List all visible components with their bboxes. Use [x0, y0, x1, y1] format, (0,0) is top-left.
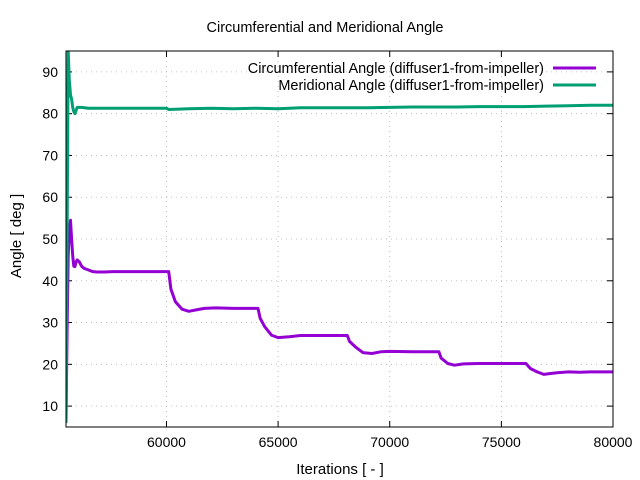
y-axis-label: Angle [ deg ]: [8, 194, 25, 278]
x-axis-ticks: 60000 65000 70000 75000 80000: [147, 51, 633, 450]
y-tick-label: 50: [42, 231, 58, 247]
series-line-2: [66, 51, 613, 423]
y-tick-label: 80: [42, 106, 58, 122]
y-tick-label: 40: [42, 273, 58, 289]
y-tick-label: 70: [42, 147, 58, 163]
series-line-1: [66, 218, 613, 423]
x-tick-label: 65000: [259, 434, 298, 450]
legend: Circumferential Angle (diffuser1-from-im…: [248, 61, 596, 94]
y-tick-label: 20: [42, 356, 58, 372]
y-tick-label: 10: [42, 398, 58, 414]
y-axis-ticks: 10 20 30 40 50 60 70 80 90: [42, 64, 613, 414]
x-tick-label: 70000: [370, 434, 409, 450]
x-tick-label: 80000: [594, 434, 633, 450]
plot-frame: [65, 50, 614, 428]
y-tick-label: 60: [42, 189, 58, 205]
y-tick-label: 30: [42, 315, 58, 331]
chart-title: Circumferential and Meridional Angle: [207, 20, 444, 36]
x-tick-label: 60000: [147, 434, 186, 450]
x-tick-label: 75000: [482, 434, 521, 450]
y-tick-label: 90: [42, 64, 58, 80]
legend-label-1: Circumferential Angle (diffuser1-from-im…: [248, 61, 544, 77]
x-axis-label: Iterations [ - ]: [296, 461, 384, 478]
legend-label-2: Meridional Angle (diffuser1-from-impelle…: [278, 78, 544, 94]
series-lines: [66, 51, 613, 423]
